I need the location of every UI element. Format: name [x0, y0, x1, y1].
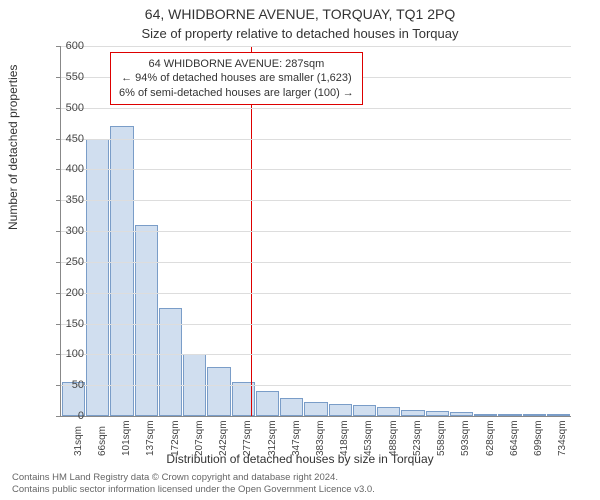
histogram-bar — [353, 405, 376, 416]
histogram-bar — [135, 225, 158, 416]
histogram-bar — [523, 414, 546, 416]
property-info-box: 64 WHIDBORNE AVENUE: 287sqm ← 94% of det… — [110, 52, 363, 105]
gridline — [61, 262, 571, 263]
x-tick-label: 277sqm — [242, 420, 253, 456]
histogram-bar — [86, 139, 109, 417]
info-line-3: 6% of semi-detached houses are larger (1… — [119, 86, 354, 100]
x-tick-label: 453sqm — [363, 420, 374, 456]
y-tick-label: 150 — [44, 318, 84, 330]
histogram-bar — [401, 410, 424, 416]
x-tick-label: 734sqm — [557, 420, 568, 456]
x-tick-label: 593sqm — [460, 420, 471, 456]
histogram-bar — [547, 414, 570, 416]
x-tick-label: 418sqm — [339, 420, 350, 456]
y-tick-label: 600 — [44, 40, 84, 52]
histogram-bar — [474, 414, 497, 416]
x-tick-label: 312sqm — [267, 420, 278, 456]
gridline — [61, 139, 571, 140]
x-tick-label: 66sqm — [97, 426, 108, 456]
histogram-bar — [426, 411, 449, 416]
y-tick-label: 50 — [44, 379, 84, 391]
page-subtitle: Size of property relative to detached ho… — [0, 26, 600, 41]
y-tick-label: 250 — [44, 256, 84, 268]
footer-line-1: Contains HM Land Registry data © Crown c… — [12, 472, 375, 484]
info-line-1: 64 WHIDBORNE AVENUE: 287sqm — [119, 57, 354, 71]
histogram-bar — [450, 412, 473, 416]
gridline — [61, 108, 571, 109]
x-tick-label: 347sqm — [291, 420, 302, 456]
x-tick-label: 137sqm — [145, 420, 156, 456]
y-tick-label: 350 — [44, 194, 84, 206]
y-tick-label: 550 — [44, 71, 84, 83]
gridline — [61, 354, 571, 355]
histogram-bar — [377, 407, 400, 416]
y-tick-label: 300 — [44, 225, 84, 237]
gridline — [61, 200, 571, 201]
y-tick-label: 0 — [44, 410, 84, 422]
y-tick-label: 400 — [44, 163, 84, 175]
gridline — [61, 385, 571, 386]
x-tick-label: 101sqm — [121, 420, 132, 456]
histogram-bar — [256, 391, 279, 416]
x-tick-label: 628sqm — [485, 420, 496, 456]
gridline — [61, 46, 571, 47]
y-tick-label: 450 — [44, 133, 84, 145]
x-tick-label: 699sqm — [533, 420, 544, 456]
y-axis-label: Number of detached properties — [6, 65, 20, 230]
x-tick-label: 383sqm — [315, 420, 326, 456]
x-tick-label: 558sqm — [436, 420, 447, 456]
y-tick-label: 500 — [44, 102, 84, 114]
x-tick-label: 523sqm — [412, 420, 423, 456]
x-tick-label: 488sqm — [388, 420, 399, 456]
histogram-bar — [329, 404, 352, 416]
y-tick-label: 100 — [44, 348, 84, 360]
footer-line-2: Contains public sector information licen… — [12, 484, 375, 496]
histogram-bar — [498, 414, 521, 416]
gridline — [61, 324, 571, 325]
footer-attribution: Contains HM Land Registry data © Crown c… — [12, 472, 375, 496]
histogram-bar — [280, 398, 303, 417]
x-tick-label: 207sqm — [194, 420, 205, 456]
x-tick-label: 664sqm — [509, 420, 520, 456]
y-tick-label: 200 — [44, 287, 84, 299]
gridline — [61, 169, 571, 170]
gridline — [61, 231, 571, 232]
gridline — [61, 293, 571, 294]
x-tick-label: 172sqm — [170, 420, 181, 456]
x-tick-label: 31sqm — [73, 426, 84, 456]
x-tick-label: 242sqm — [218, 420, 229, 456]
histogram-bar — [304, 402, 327, 416]
info-line-2: ← 94% of detached houses are smaller (1,… — [119, 71, 354, 85]
histogram-bar — [207, 367, 230, 416]
page-title: 64, WHIDBORNE AVENUE, TORQUAY, TQ1 2PQ — [0, 6, 600, 22]
